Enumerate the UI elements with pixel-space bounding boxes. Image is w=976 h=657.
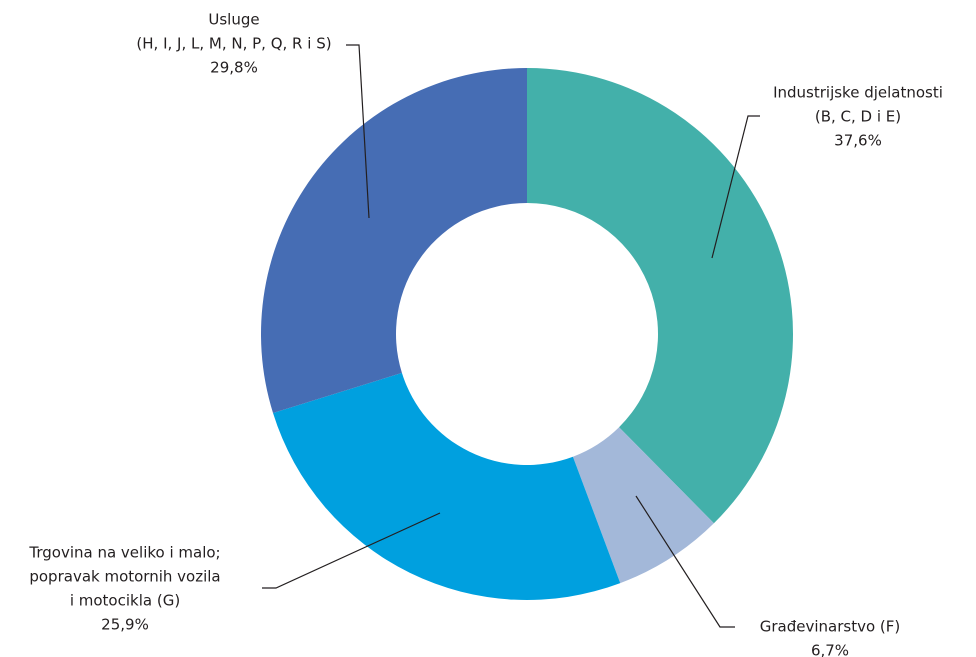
value-label: 29,8% bbox=[210, 59, 258, 77]
value-label: 6,7% bbox=[811, 642, 849, 657]
donut-slice bbox=[273, 372, 621, 600]
slice-label: Industrijske djelatnosti bbox=[773, 84, 943, 102]
donut-slice bbox=[261, 68, 527, 414]
slice-label: Građevinarstvo (F) bbox=[760, 618, 901, 636]
value-label: 37,6% bbox=[834, 132, 882, 150]
slice-label: i motocikla (G) bbox=[70, 592, 180, 610]
leader-line bbox=[635, 495, 735, 628]
leader-line bbox=[711, 115, 760, 259]
slice-label: Trgovina na veliko i malo; bbox=[28, 544, 220, 562]
donut-slice bbox=[527, 68, 794, 524]
leader-line bbox=[262, 512, 441, 589]
donut-slice bbox=[572, 427, 714, 584]
slice-label: (H, I, J, L, M, N, P, Q, R i S) bbox=[136, 35, 331, 53]
slice-label: Usluge bbox=[208, 11, 259, 29]
leader-line bbox=[346, 44, 370, 219]
slice-label: (B, C, D i E) bbox=[815, 108, 901, 126]
slice-label: popravak motornih vozila bbox=[29, 568, 220, 586]
value-label: 25,9% bbox=[101, 616, 149, 634]
